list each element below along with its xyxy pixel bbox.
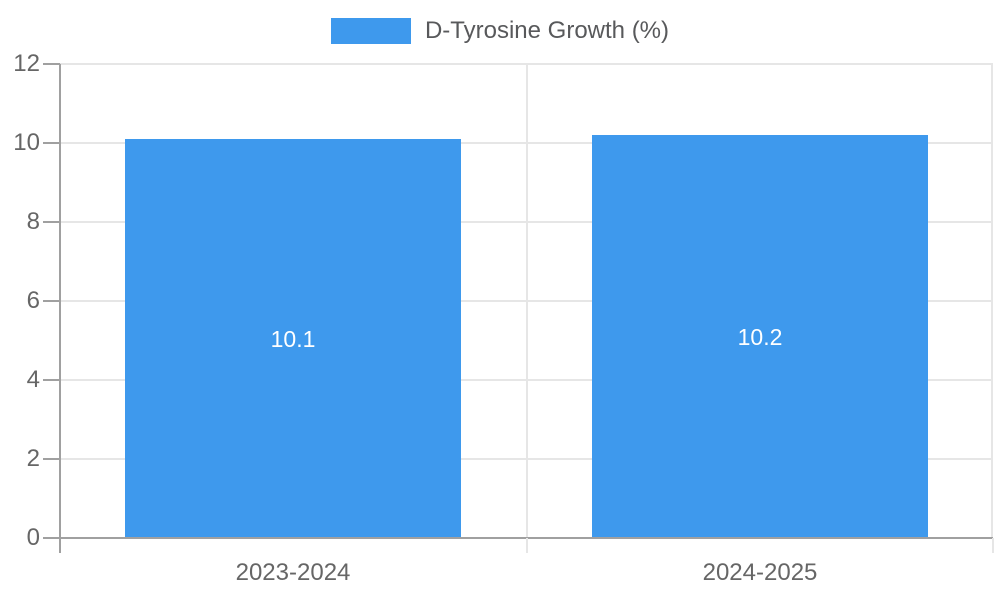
x-axis-tick [992, 538, 994, 553]
chart-legend[interactable]: D-Tyrosine Growth (%) [0, 16, 1000, 46]
gridline-vertical [526, 64, 528, 538]
bar-value-label: 10.2 [737, 324, 783, 350]
bar[interactable]: 10.1 [125, 139, 461, 538]
y-axis-tick-label: 8 [26, 208, 40, 235]
bar-value-label: 10.1 [270, 326, 316, 352]
y-axis-tick-label: 10 [13, 129, 40, 156]
y-axis-tick [43, 142, 60, 144]
legend-swatch [330, 18, 411, 44]
legend-label: D-Tyrosine Growth (%) [424, 17, 670, 44]
y-axis-tick [43, 379, 60, 381]
plot-area: 10.1 10.2 [60, 63, 993, 538]
y-axis-tick [43, 458, 60, 460]
y-axis-tick [43, 537, 60, 539]
x-axis-category-label: 2024-2025 [702, 559, 818, 586]
x-axis-tick [526, 538, 528, 553]
y-axis-tick [43, 63, 60, 65]
bar[interactable]: 10.2 [592, 135, 928, 538]
y-axis-tick-label: 12 [13, 50, 40, 77]
y-axis-tick-label: 2 [26, 445, 40, 472]
y-axis-tick [43, 300, 60, 302]
y-axis-tick-label: 0 [26, 524, 40, 551]
x-axis-category-label: 2023-2024 [235, 559, 351, 586]
y-axis-tick [43, 221, 60, 223]
y-axis-tick-label: 6 [26, 287, 40, 314]
y-axis-line [59, 64, 61, 553]
gridline-vertical [991, 64, 993, 538]
y-axis-tick-label: 4 [26, 366, 40, 393]
